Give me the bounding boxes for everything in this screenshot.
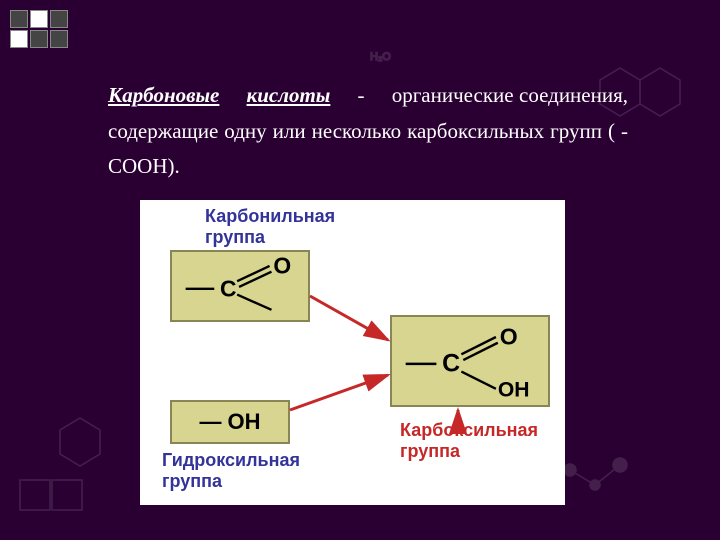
carbonyl-label: Карбонильная группа bbox=[205, 206, 335, 247]
oxygen-atom: O bbox=[273, 255, 291, 279]
carboxyl-box: C O OH bbox=[390, 315, 550, 407]
carboxyl-label: Карбоксильная группа bbox=[400, 420, 538, 461]
hydroxyl-formula: — OH bbox=[199, 409, 260, 435]
carbonyl-box: C O bbox=[170, 250, 310, 322]
functional-groups-diagram: Карбонильная группа C O — OH Гидроксильн… bbox=[140, 200, 565, 505]
hydroxyl-label: Гидроксильная группа bbox=[162, 450, 300, 491]
svg-text:C: C bbox=[442, 350, 460, 378]
svg-text:O: O bbox=[500, 324, 518, 350]
term-acids: кислоты bbox=[247, 83, 331, 107]
dash: - bbox=[358, 83, 365, 107]
term-carboxylic: Карбоновые bbox=[108, 83, 219, 107]
hydroxyl-box: — OH bbox=[170, 400, 290, 444]
corner-blocks bbox=[10, 10, 68, 48]
svg-text:OH: OH bbox=[498, 379, 530, 402]
svg-text:H₂O: H₂O bbox=[370, 51, 391, 63]
definition-text: Карбоновые кислоты - органические соедин… bbox=[108, 78, 628, 185]
carbon-atom: C bbox=[220, 275, 237, 301]
